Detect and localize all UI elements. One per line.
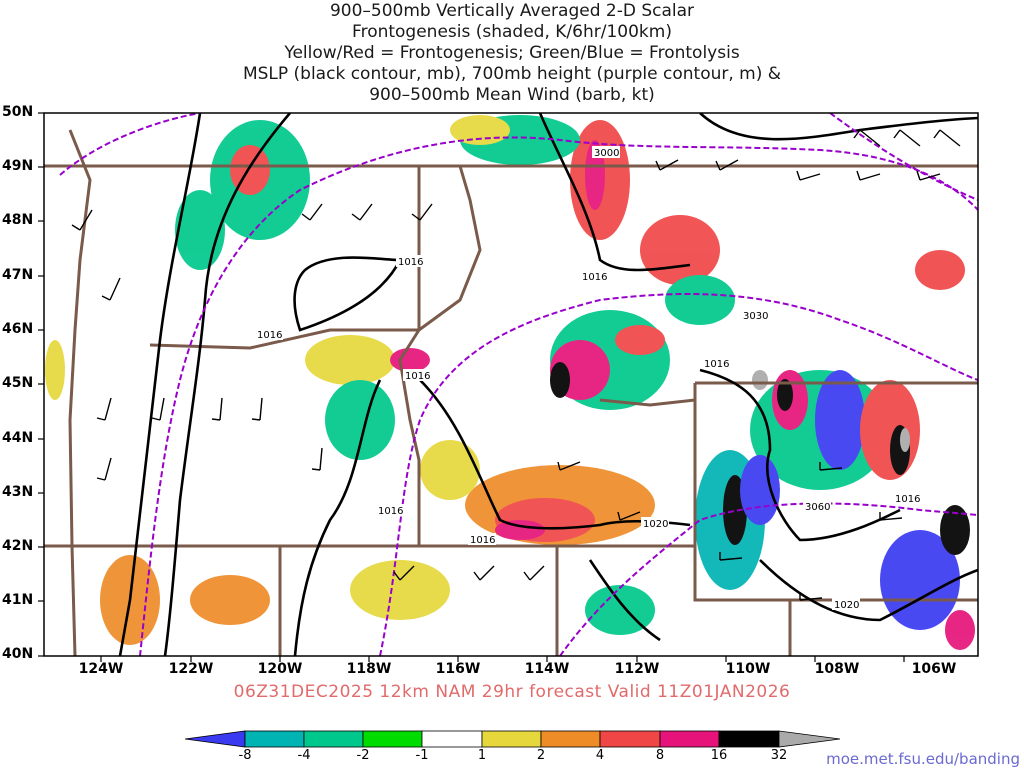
lon-label: 120W <box>257 661 303 677</box>
colorbar <box>184 730 841 748</box>
axis-ticks <box>38 112 905 662</box>
title-line-3: Yellow/Red = Frontogenesis; Green/Blue =… <box>284 43 740 63</box>
lat-label: 40N <box>2 646 34 662</box>
lat-label: 43N <box>2 484 34 500</box>
wind-barbs <box>71 129 961 601</box>
lon-label: 124W <box>78 661 124 677</box>
colorbar-label: 4 <box>595 748 605 763</box>
colorbar-label: -2 <box>356 748 370 763</box>
lon-label: 110W <box>725 661 771 677</box>
lon-label: 118W <box>346 661 392 677</box>
mslp-label: 1020 <box>834 600 859 611</box>
lat-label: 42N <box>2 538 34 554</box>
lon-label: 122W <box>168 661 214 677</box>
mslp-label: 1016 <box>704 359 729 370</box>
colorbar-label: -4 <box>297 748 311 763</box>
mslp-label: 1016 <box>405 371 430 382</box>
lat-label: 41N <box>2 592 34 608</box>
height-label: 3000 <box>594 148 619 159</box>
lat-label: 49N <box>2 158 34 174</box>
state-borders <box>44 129 978 656</box>
colorbar-label: 2 <box>536 748 546 763</box>
colorbar-label: 8 <box>655 748 665 763</box>
height-label: 3030 <box>743 311 768 322</box>
mslp-label: 1016 <box>895 494 920 505</box>
mslp-label: 1016 <box>398 257 423 268</box>
lon-label: 116W <box>435 661 481 677</box>
height-label: 3060 <box>805 502 830 513</box>
mslp-label: 1016 <box>378 506 403 517</box>
lat-label: 46N <box>2 321 34 337</box>
colorbar-label: -1 <box>415 748 429 763</box>
colorbar-label: 16 <box>710 748 728 763</box>
contour-labels: 1016 1016 1016 1016 1016 1016 1016 1016 … <box>255 146 921 611</box>
lat-label: 45N <box>2 375 34 391</box>
mslp-label: 1016 <box>582 272 607 283</box>
mslp-contours <box>118 113 978 656</box>
height-contours <box>59 113 978 656</box>
lon-label: 108W <box>814 661 860 677</box>
mslp-label: 1020 <box>643 519 668 530</box>
lat-label: 50N <box>2 104 34 120</box>
colorbar-label: 1 <box>477 748 487 763</box>
lon-label: 114W <box>524 661 570 677</box>
lat-label: 47N <box>2 267 34 283</box>
lat-label: 48N <box>2 212 34 228</box>
lon-label: 112W <box>614 661 660 677</box>
lon-label: 106W <box>911 661 957 677</box>
source-credit: moe.met.fsu.edu/banding <box>826 750 1020 768</box>
colorbar-label: -8 <box>238 748 252 763</box>
title-line-1: 900–500mb Vertically Averaged 2-D Scalar <box>329 1 695 21</box>
forecast-valid-time: 06Z31DEC2025 12km NAM 29hr forecast Vali… <box>233 682 791 702</box>
title-line-4: MSLP (black contour, mb), 700mb height (… <box>242 64 782 84</box>
mslp-label: 1016 <box>470 535 495 546</box>
mslp-label: 1016 <box>257 330 282 341</box>
title-line-5: 900–500mb Mean Wind (barb, kt) <box>369 85 655 105</box>
colorbar-label: 32 <box>770 748 788 763</box>
title-line-2: Frontogenesis (shaded, K/6hr/100km) <box>352 22 672 42</box>
lat-label: 44N <box>2 430 34 446</box>
